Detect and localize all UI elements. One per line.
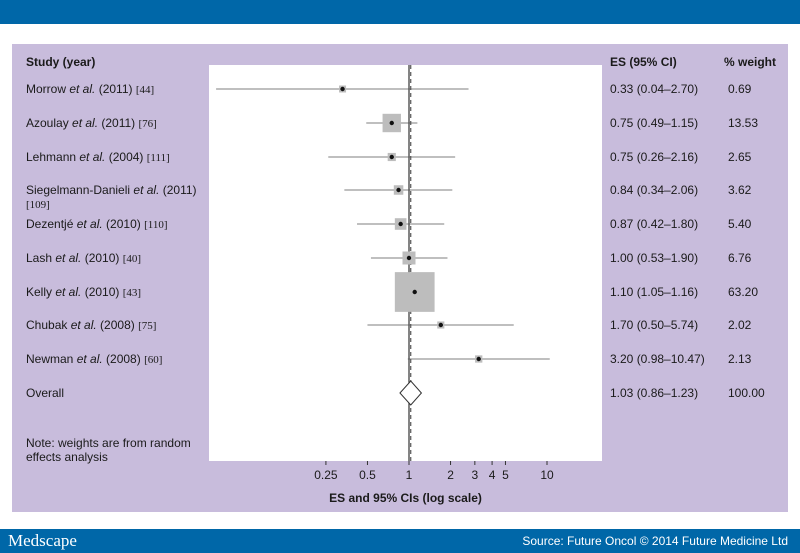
es-column-header: ES (95% CI) [610,55,677,69]
overall-es-ci-value: 1.03 (0.86–1.23) [610,386,699,400]
bottom-bar: Medscape Source: Future Oncol © 2014 Fut… [0,529,800,553]
study-label: Lehmann et al. (2004) [111] [26,150,170,164]
point-estimate [406,255,412,261]
point-estimate [389,154,394,160]
overall-diamond [399,380,423,406]
study-label: Chubak et al. (2008) [75] [26,318,157,332]
study-label: Dezentjé et al. (2010) [110] [26,217,168,231]
x-tick-label: 1 [406,468,413,482]
top-bar [0,0,800,24]
x-tick-label: 3 [471,468,478,482]
es-ci-value: 1.10 (1.05–1.16) [610,285,699,299]
weight-value: 13.53 [728,116,759,130]
es-ci-value: 0.33 (0.04–2.70) [610,82,699,96]
point-estimate [398,221,403,227]
x-tick-label: 2 [447,468,454,482]
x-tick-label: 4 [489,468,496,482]
weight-value: 2.13 [728,352,752,366]
study-label: Morrow et al. (2011) [44] [26,82,155,96]
es-ci-value: 0.75 (0.26–2.16) [610,150,699,164]
study-label: Newman et al. (2008) [60] [26,352,163,366]
weight-value: 6.76 [728,251,752,265]
study-label: Kelly et al. (2010) [43] [26,285,142,299]
study-label: Azoulay et al. (2011) [76] [26,116,157,130]
es-ci-value: 0.75 (0.49–1.15) [610,116,699,130]
study-label: Lash et al. (2010) [40] [26,251,142,265]
x-tick-label: 5 [502,468,509,482]
point-estimate [476,356,481,362]
overall-label: Overall [26,386,65,400]
es-ci-value: 0.84 (0.34–2.06) [610,183,699,197]
es-ci-value: 0.87 (0.42–1.80) [610,217,699,231]
weight-value: 2.02 [728,318,752,332]
point-estimate [438,322,444,328]
medscape-logo[interactable]: Medscape [8,531,77,550]
point-estimate [389,120,394,126]
point-estimate [396,187,401,193]
weight-value: 0.69 [728,82,752,96]
study-column-header: Study (year) [26,55,96,69]
es-ci-value: 1.70 (0.50–5.74) [610,318,699,332]
weight-column-header: % weight [724,55,777,69]
es-ci-value: 3.20 (0.98–10.47) [610,352,705,366]
source-credit: Source: Future Oncol © 2014 Future Medic… [522,534,788,548]
weight-value: 2.65 [728,150,752,164]
point-estimate [340,86,345,92]
overall-weight-value: 100.00 [728,386,765,400]
weight-value: 63.20 [728,285,759,299]
weight-value: 3.62 [728,183,752,197]
point-estimate [412,289,417,295]
x-tick-label: 10 [540,468,554,482]
x-tick-label: 0.25 [314,468,338,482]
x-axis-label: ES and 95% CIs (log scale) [329,491,482,505]
x-tick-label: 0.5 [359,468,376,482]
es-ci-value: 1.00 (0.53–1.90) [610,251,699,265]
study-label: Siegelmann-Danieli et al. (2011) [109] [26,183,197,211]
weights-note: Note: weights are from random effects an… [26,436,191,464]
weight-value: 5.40 [728,217,752,231]
